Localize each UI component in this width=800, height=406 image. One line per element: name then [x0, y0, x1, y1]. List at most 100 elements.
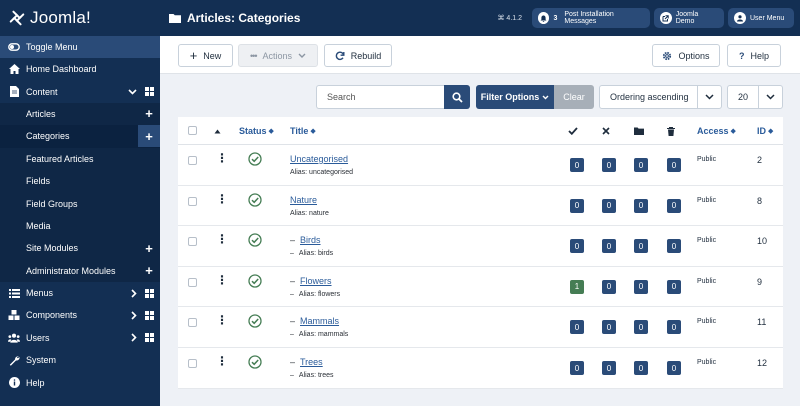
published-status-icon[interactable] — [248, 192, 262, 207]
row-checkbox[interactable] — [188, 237, 197, 247]
access-column-header[interactable]: Access ◆ — [697, 117, 736, 145]
add-category-icon[interactable]: + — [138, 125, 160, 148]
archived-count-badge[interactable]: 0 — [634, 361, 648, 375]
published-count-badge[interactable]: 0 — [570, 361, 584, 375]
sidebar-item-fields[interactable]: Fields — [0, 170, 160, 192]
archived-count-badge[interactable]: 0 — [634, 158, 648, 172]
options-button[interactable]: Options — [652, 44, 720, 67]
category-id: 2 — [757, 155, 763, 165]
trashed-count-badge[interactable]: 0 — [667, 361, 681, 375]
row-checkbox[interactable] — [188, 277, 197, 287]
published-count-badge[interactable]: 0 — [570, 239, 584, 254]
sidebar-item-articles[interactable]: Articles + — [0, 103, 160, 125]
trashed-count-badge[interactable]: 0 — [667, 158, 681, 172]
row-actions-icon[interactable]: ⋮ — [216, 151, 228, 165]
published-status-icon[interactable] — [248, 152, 262, 166]
dashboard-icon[interactable] — [145, 333, 154, 343]
sidebar-item-components[interactable]: Components — [0, 304, 160, 326]
dashboard-icon[interactable] — [145, 310, 154, 320]
brand-logo[interactable]: Joomla! — [0, 0, 160, 36]
row-checkbox[interactable] — [188, 196, 197, 206]
row-actions-icon[interactable]: ⋮ — [216, 313, 228, 328]
category-title[interactable]: Uncategorised — [290, 154, 349, 164]
archived-count-badge[interactable]: 0 — [634, 320, 648, 335]
search-button[interactable] — [444, 85, 470, 109]
trashed-count-badge[interactable]: 0 — [667, 279, 681, 294]
unpublished-count-badge[interactable]: 0 — [602, 158, 616, 172]
row-checkbox[interactable] — [188, 318, 197, 328]
published-status-icon[interactable] — [248, 314, 262, 329]
row-checkbox[interactable] — [188, 359, 197, 368]
unpublished-count-badge[interactable]: 0 — [602, 361, 616, 375]
add-site-module-icon[interactable]: + — [145, 240, 153, 256]
published-count-badge[interactable]: 0 — [570, 198, 584, 213]
dashboard-icon[interactable] — [145, 288, 154, 298]
chevron-down-icon[interactable] — [128, 89, 137, 95]
clear-button[interactable]: Clear — [554, 85, 594, 109]
trashed-count-badge[interactable]: 0 — [667, 239, 681, 254]
ordering-sort-icon[interactable] — [214, 117, 221, 145]
add-article-icon[interactable]: + — [145, 106, 153, 122]
ordering-select[interactable]: Ordering ascending — [599, 85, 722, 109]
archived-count-badge[interactable]: 0 — [634, 198, 648, 213]
post-installation-messages-button[interactable]: 3 Post Installation Messages — [532, 8, 650, 28]
category-title[interactable]: Trees — [300, 357, 323, 367]
toggle-menu-button[interactable]: Toggle Menu — [0, 36, 160, 58]
trashed-count-badge[interactable]: 0 — [667, 320, 681, 335]
published-count-badge[interactable]: 0 — [570, 320, 584, 335]
row-actions-icon[interactable]: ⋮ — [216, 272, 228, 287]
published-count-badge[interactable]: 0 — [570, 158, 584, 172]
trashed-count-badge[interactable]: 0 — [667, 198, 681, 213]
rebuild-button[interactable]: Rebuild — [324, 44, 392, 67]
unpublished-count-badge[interactable]: 0 — [602, 279, 616, 294]
sidebar-item-home[interactable]: Home Dashboard — [0, 58, 160, 80]
sidebar-item-menus[interactable]: Menus — [0, 282, 160, 304]
sidebar-item-system[interactable]: System — [0, 349, 160, 371]
sidebar-item-field-groups[interactable]: Field Groups — [0, 192, 160, 214]
sidebar-item-site-modules[interactable]: Site Modules + — [0, 237, 160, 259]
sidebar-item-media[interactable]: Media — [0, 215, 160, 237]
published-status-icon[interactable] — [248, 355, 262, 369]
help-button[interactable]: ? Help — [727, 44, 781, 67]
sidebar-item-featured-articles[interactable]: Featured Articles — [0, 148, 160, 170]
site-link-button[interactable]: Joomla Demo — [654, 8, 724, 28]
limit-select[interactable]: 20 — [727, 85, 783, 109]
sidebar-item-label: Articles — [26, 108, 56, 119]
unpublished-count-badge[interactable]: 0 — [602, 320, 616, 335]
select-all-checkbox[interactable] — [188, 126, 197, 135]
row-actions-icon[interactable]: ⋮ — [216, 232, 228, 247]
user-menu-button[interactable]: User Menu — [728, 8, 794, 28]
sidebar-item-label: Media — [26, 220, 51, 231]
actions-dropdown[interactable]: ••• Actions — [238, 44, 318, 67]
new-button[interactable]: + New — [178, 44, 233, 67]
status-column-header[interactable]: Status ◆ — [239, 117, 274, 145]
category-title[interactable]: Birds — [300, 235, 321, 246]
add-admin-module-icon[interactable]: + — [145, 263, 153, 279]
category-title[interactable]: Mammals — [300, 316, 340, 327]
category-title[interactable]: Nature — [290, 194, 318, 205]
sidebar-item-users[interactable]: Users — [0, 327, 160, 349]
row-actions-icon[interactable]: ⋮ — [216, 191, 228, 206]
published-status-icon[interactable] — [248, 233, 262, 247]
search-input[interactable]: Search — [316, 85, 444, 109]
sidebar-item-administrator-modules[interactable]: Administrator Modules + — [0, 260, 160, 282]
chevron-right-icon[interactable] — [131, 311, 137, 320]
chevron-right-icon[interactable] — [131, 289, 137, 298]
archived-count-badge[interactable]: 0 — [634, 279, 648, 294]
row-actions-icon[interactable]: ⋮ — [216, 354, 228, 368]
row-checkbox[interactable] — [188, 156, 197, 165]
sidebar-item-content[interactable]: Content — [0, 80, 160, 102]
sidebar-item-categories[interactable]: Categories + — [0, 125, 160, 148]
chevron-right-icon[interactable] — [131, 333, 137, 342]
sidebar-item-help[interactable]: Help — [0, 371, 160, 393]
published-status-icon[interactable] — [248, 274, 262, 288]
title-column-header[interactable]: Title ◆ — [290, 117, 316, 145]
category-title[interactable]: Flowers — [300, 275, 332, 286]
unpublished-count-badge[interactable]: 0 — [602, 198, 616, 213]
id-column-header[interactable]: ID ◆ — [757, 117, 773, 145]
unpublished-count-badge[interactable]: 0 — [602, 239, 616, 254]
archived-count-badge[interactable]: 0 — [634, 239, 648, 254]
filter-options-button[interactable]: Filter Options — [476, 85, 554, 109]
dashboard-icon[interactable] — [145, 87, 154, 97]
published-count-badge[interactable]: 1 — [570, 279, 584, 294]
